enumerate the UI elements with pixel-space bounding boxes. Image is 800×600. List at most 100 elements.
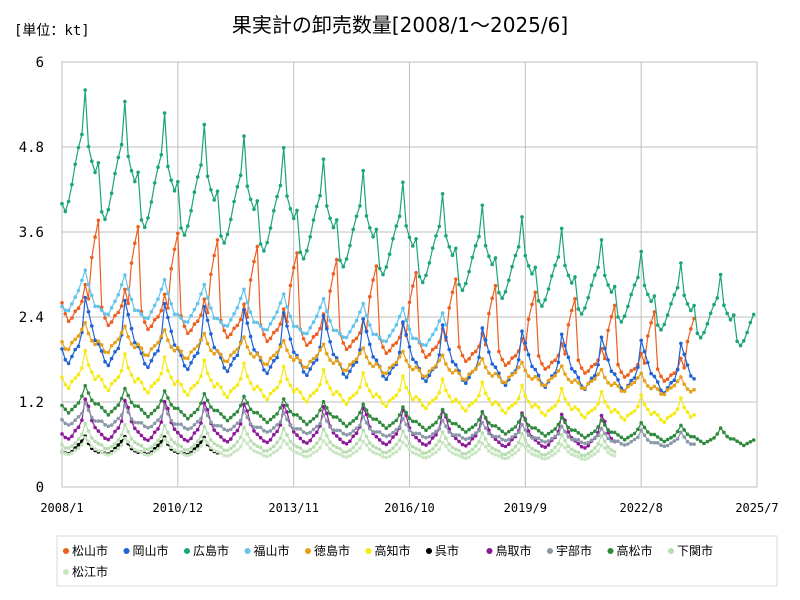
- data-point: [662, 420, 667, 425]
- data-point: [119, 283, 124, 287]
- data-point: [417, 453, 422, 458]
- data-point: [682, 293, 686, 298]
- data-point: [66, 423, 71, 427]
- data-point: [503, 380, 508, 385]
- data-point: [718, 272, 723, 277]
- data-point: [546, 456, 551, 460]
- data-point: [487, 449, 491, 453]
- data-point: [480, 326, 485, 330]
- data-point: [503, 383, 508, 388]
- data-point: [543, 413, 547, 418]
- data-point: [106, 413, 111, 417]
- data-point: [467, 441, 471, 446]
- data-point: [510, 356, 514, 360]
- data-point: [659, 328, 663, 332]
- data-point: [149, 445, 154, 450]
- data-point: [397, 438, 402, 443]
- data-point: [129, 168, 134, 173]
- data-point: [387, 366, 392, 370]
- data-point: [374, 392, 379, 397]
- data-point: [106, 312, 111, 317]
- y-axis-ticks: 01.22.43.64.86: [19, 55, 44, 496]
- data-point: [331, 272, 336, 276]
- data-point: [679, 356, 683, 361]
- data-point: [325, 380, 329, 384]
- data-point: [325, 351, 329, 356]
- data-point: [430, 423, 435, 427]
- data-point: [156, 315, 160, 319]
- data-point: [321, 405, 326, 409]
- data-point: [63, 209, 68, 214]
- data-point: [427, 449, 432, 454]
- data-point: [83, 401, 87, 405]
- data-point: [540, 410, 544, 415]
- data-point: [381, 441, 385, 445]
- data-point: [255, 450, 260, 455]
- data-point: [411, 367, 415, 372]
- data-point: [205, 341, 210, 346]
- data-point: [368, 441, 372, 445]
- data-point: [632, 437, 637, 442]
- data-point: [397, 314, 402, 319]
- data-point: [361, 439, 366, 444]
- data-point: [348, 330, 352, 334]
- data-point: [199, 401, 203, 406]
- data-point: [331, 352, 336, 357]
- data-point: [109, 409, 114, 414]
- data-point: [503, 363, 508, 368]
- data-point: [195, 351, 200, 355]
- data-point: [262, 368, 266, 372]
- data-point: [616, 362, 620, 367]
- data-point: [473, 431, 478, 435]
- data-point: [473, 243, 478, 248]
- data-point: [245, 374, 250, 379]
- data-point: [358, 348, 362, 352]
- data-point: [391, 451, 395, 456]
- data-point: [189, 452, 193, 457]
- data-point: [698, 335, 703, 340]
- data-point: [589, 364, 594, 369]
- data-point: [394, 341, 399, 345]
- data-point: [546, 439, 551, 443]
- data-point: [374, 434, 379, 439]
- data-point: [189, 350, 193, 354]
- data-point: [665, 388, 670, 392]
- data-point: [129, 326, 134, 331]
- data-point: [76, 442, 81, 447]
- data-point: [305, 373, 309, 378]
- data-point: [672, 433, 677, 438]
- data-point: [351, 429, 356, 433]
- data-point: [404, 358, 409, 363]
- data-point: [325, 309, 329, 314]
- data-point: [477, 418, 481, 422]
- data-point: [285, 433, 289, 437]
- data-point: [384, 404, 389, 409]
- data-point: [162, 405, 167, 409]
- data-point: [526, 352, 531, 357]
- data-point: [510, 427, 514, 432]
- data-point: [255, 199, 260, 203]
- data-point: [182, 413, 187, 418]
- data-point: [619, 389, 624, 393]
- data-point: [116, 155, 121, 160]
- data-point: [387, 348, 392, 353]
- data-point: [305, 343, 309, 348]
- data-point: [559, 332, 564, 337]
- data-point: [76, 425, 81, 430]
- data-point: [636, 275, 640, 280]
- data-point: [566, 444, 571, 449]
- data-point: [334, 257, 339, 262]
- data-point: [159, 308, 164, 313]
- data-point: [272, 353, 276, 358]
- data-point: [268, 322, 273, 326]
- data-point: [278, 344, 283, 349]
- data-point: [384, 371, 389, 376]
- data-point: [589, 438, 594, 443]
- data-point: [172, 247, 177, 252]
- data-point: [450, 445, 455, 450]
- data-point: [285, 442, 289, 446]
- data-point: [328, 216, 332, 221]
- x-tick-label: 2008/1: [40, 501, 83, 515]
- data-point: [550, 449, 554, 453]
- data-point: [73, 337, 77, 342]
